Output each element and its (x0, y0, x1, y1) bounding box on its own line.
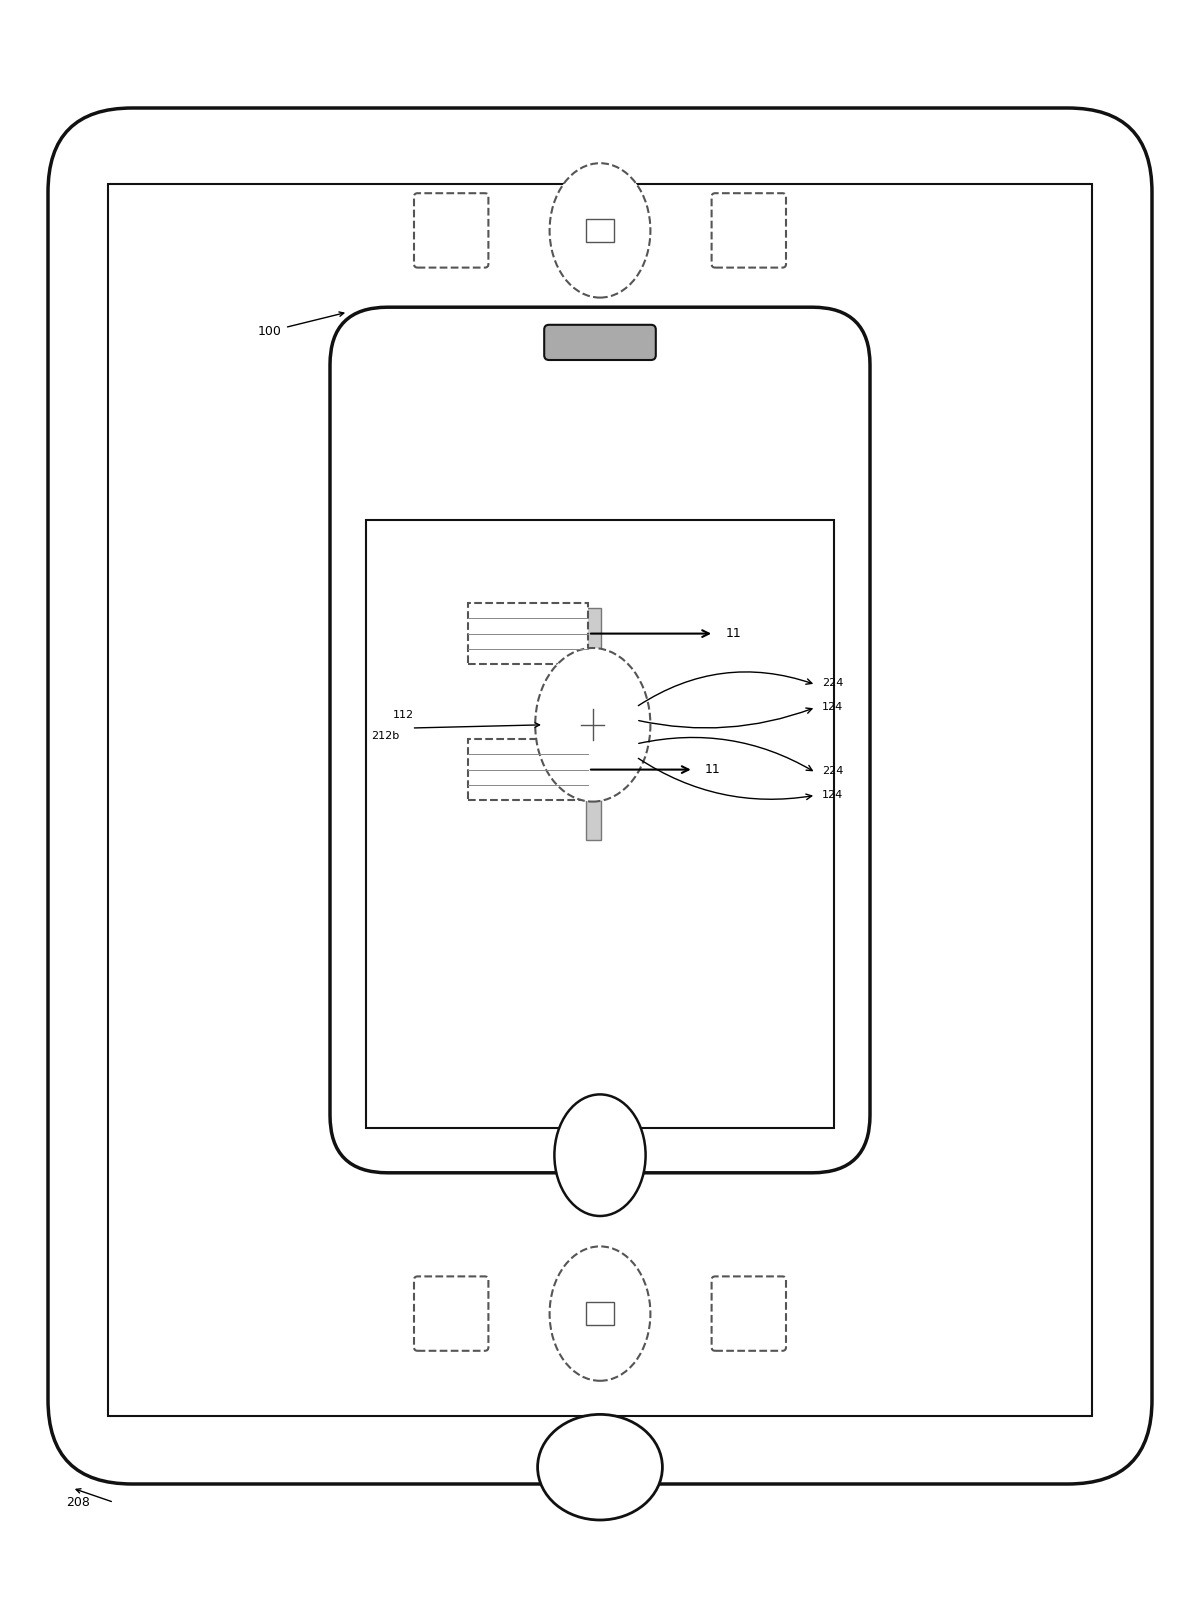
FancyBboxPatch shape (545, 325, 655, 360)
Ellipse shape (550, 1246, 650, 1381)
FancyBboxPatch shape (330, 307, 870, 1173)
Text: 208: 208 (66, 1496, 90, 1509)
Bar (586, 219, 614, 242)
Text: 212b: 212b (371, 731, 400, 741)
Text: 100: 100 (258, 312, 343, 338)
Ellipse shape (535, 648, 650, 802)
Bar (586, 608, 601, 840)
FancyBboxPatch shape (414, 1277, 488, 1350)
Ellipse shape (538, 1414, 662, 1520)
Bar (468, 739, 588, 800)
Bar (366, 520, 834, 1128)
Bar (586, 1302, 614, 1325)
Bar (468, 603, 588, 664)
FancyBboxPatch shape (48, 109, 1152, 1485)
FancyBboxPatch shape (712, 1277, 786, 1350)
Text: 224: 224 (822, 766, 844, 776)
Text: 124: 124 (822, 790, 844, 800)
FancyBboxPatch shape (414, 194, 488, 267)
Text: 11: 11 (726, 627, 742, 640)
Text: 224: 224 (822, 678, 844, 688)
Text: 11: 11 (704, 763, 720, 776)
Text: 112: 112 (392, 710, 414, 720)
Text: 124: 124 (822, 702, 844, 712)
Ellipse shape (550, 163, 650, 298)
Ellipse shape (554, 1094, 646, 1216)
FancyBboxPatch shape (712, 194, 786, 267)
Bar (108, 184, 1092, 1416)
